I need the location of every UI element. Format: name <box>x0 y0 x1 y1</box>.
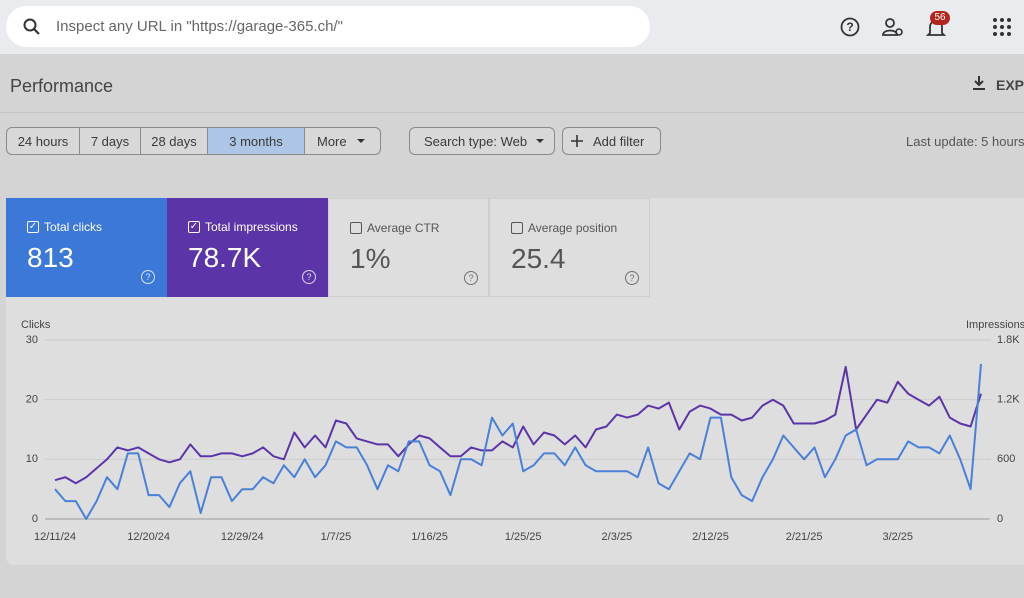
metric-label: Average CTR <box>367 221 440 235</box>
y-axis-title: Clicks <box>21 319 51 331</box>
metric-card[interactable]: ✓ Total clicks 813? <box>6 198 167 297</box>
y2-tick-label: 0 <box>997 513 1003 525</box>
x-tick-label: 12/20/24 <box>127 531 170 543</box>
apps-icon[interactable] <box>992 17 1012 37</box>
url-inspect-search[interactable]: Inspect any URL in "https://garage-365.c… <box>6 6 650 47</box>
help-icon: ? <box>625 271 639 285</box>
dropdown-icon <box>357 139 365 143</box>
range-button[interactable]: 24 hours <box>6 127 80 155</box>
x-tick-label: 12/11/24 <box>34 531 76 543</box>
range-button[interactable]: 3 months <box>207 127 305 155</box>
metric-checkbox: ✓ <box>188 221 200 233</box>
y-tick-label: 30 <box>26 334 38 346</box>
y2-tick-label: 600 <box>997 453 1015 465</box>
metric-label: Total impressions <box>205 220 298 234</box>
y-tick-label: 0 <box>32 513 38 525</box>
plus-icon <box>571 135 583 147</box>
y-tick-label: 20 <box>26 394 38 406</box>
search-icon <box>23 18 40 35</box>
user-settings-icon[interactable] <box>881 16 905 38</box>
range-button[interactable]: 7 days <box>79 127 141 155</box>
help-icon: ? <box>464 271 478 285</box>
help-icon[interactable]: ? <box>839 16 861 38</box>
metric-value: 1% <box>350 243 391 274</box>
help-icon: ? <box>302 270 316 284</box>
x-tick-label: 12/29/24 <box>221 531 264 543</box>
metric-checkbox <box>350 222 362 234</box>
metric-checkbox <box>511 222 523 234</box>
x-tick-label: 2/12/25 <box>692 531 729 543</box>
metric-card[interactable]: Average position 25.4? <box>489 198 650 297</box>
y2-tick-label: 1.8K <box>997 334 1020 346</box>
metric-card[interactable]: Average CTR 1%? <box>328 198 489 297</box>
help-icon: ? <box>141 270 155 284</box>
x-tick-label: 1/7/25 <box>321 531 352 543</box>
chart: Clicks Impressions 0 10 20 30 0 600 1.2K 1.8K 12/1… <box>21 319 1024 543</box>
divider <box>0 112 1024 113</box>
series-line <box>54 363 982 520</box>
series-line <box>54 365 982 485</box>
range-button[interactable]: 28 days <box>140 127 208 155</box>
y-tick-label: 10 <box>26 453 38 465</box>
metric-value: 813 <box>27 242 74 273</box>
metric-checkbox: ✓ <box>27 221 39 233</box>
last-update: Last update: 5 hours <box>906 134 1024 149</box>
x-tick-label: 1/25/25 <box>505 531 542 543</box>
x-tick-label: 1/16/25 <box>411 531 448 543</box>
search-type-button[interactable]: Search type: Web <box>409 127 555 155</box>
svg-text:?: ? <box>846 20 853 34</box>
export-button[interactable]: EXPO <box>996 77 1024 93</box>
export-icon[interactable] <box>970 74 988 92</box>
metric-value: 78.7K <box>188 242 262 273</box>
range-button[interactable]: More <box>304 127 381 155</box>
page-title: Performance <box>10 76 114 96</box>
notification-count: 56 <box>930 11 950 25</box>
y2-axis-title: Impressions <box>966 319 1024 331</box>
x-tick-label: 2/3/25 <box>602 531 633 543</box>
y2-tick-label: 1.2K <box>997 394 1020 406</box>
dropdown-icon <box>536 139 544 143</box>
metric-card[interactable]: ✓ Total impressions 78.7K? <box>167 198 328 297</box>
metric-label: Total clicks <box>44 220 103 234</box>
metric-label: Average position <box>528 221 618 235</box>
x-tick-label: 3/2/25 <box>882 531 913 543</box>
x-tick-label: 2/21/25 <box>786 531 823 543</box>
search-placeholder: Inspect any URL in "https://garage-365.c… <box>56 18 343 35</box>
metric-value: 25.4 <box>511 243 566 274</box>
